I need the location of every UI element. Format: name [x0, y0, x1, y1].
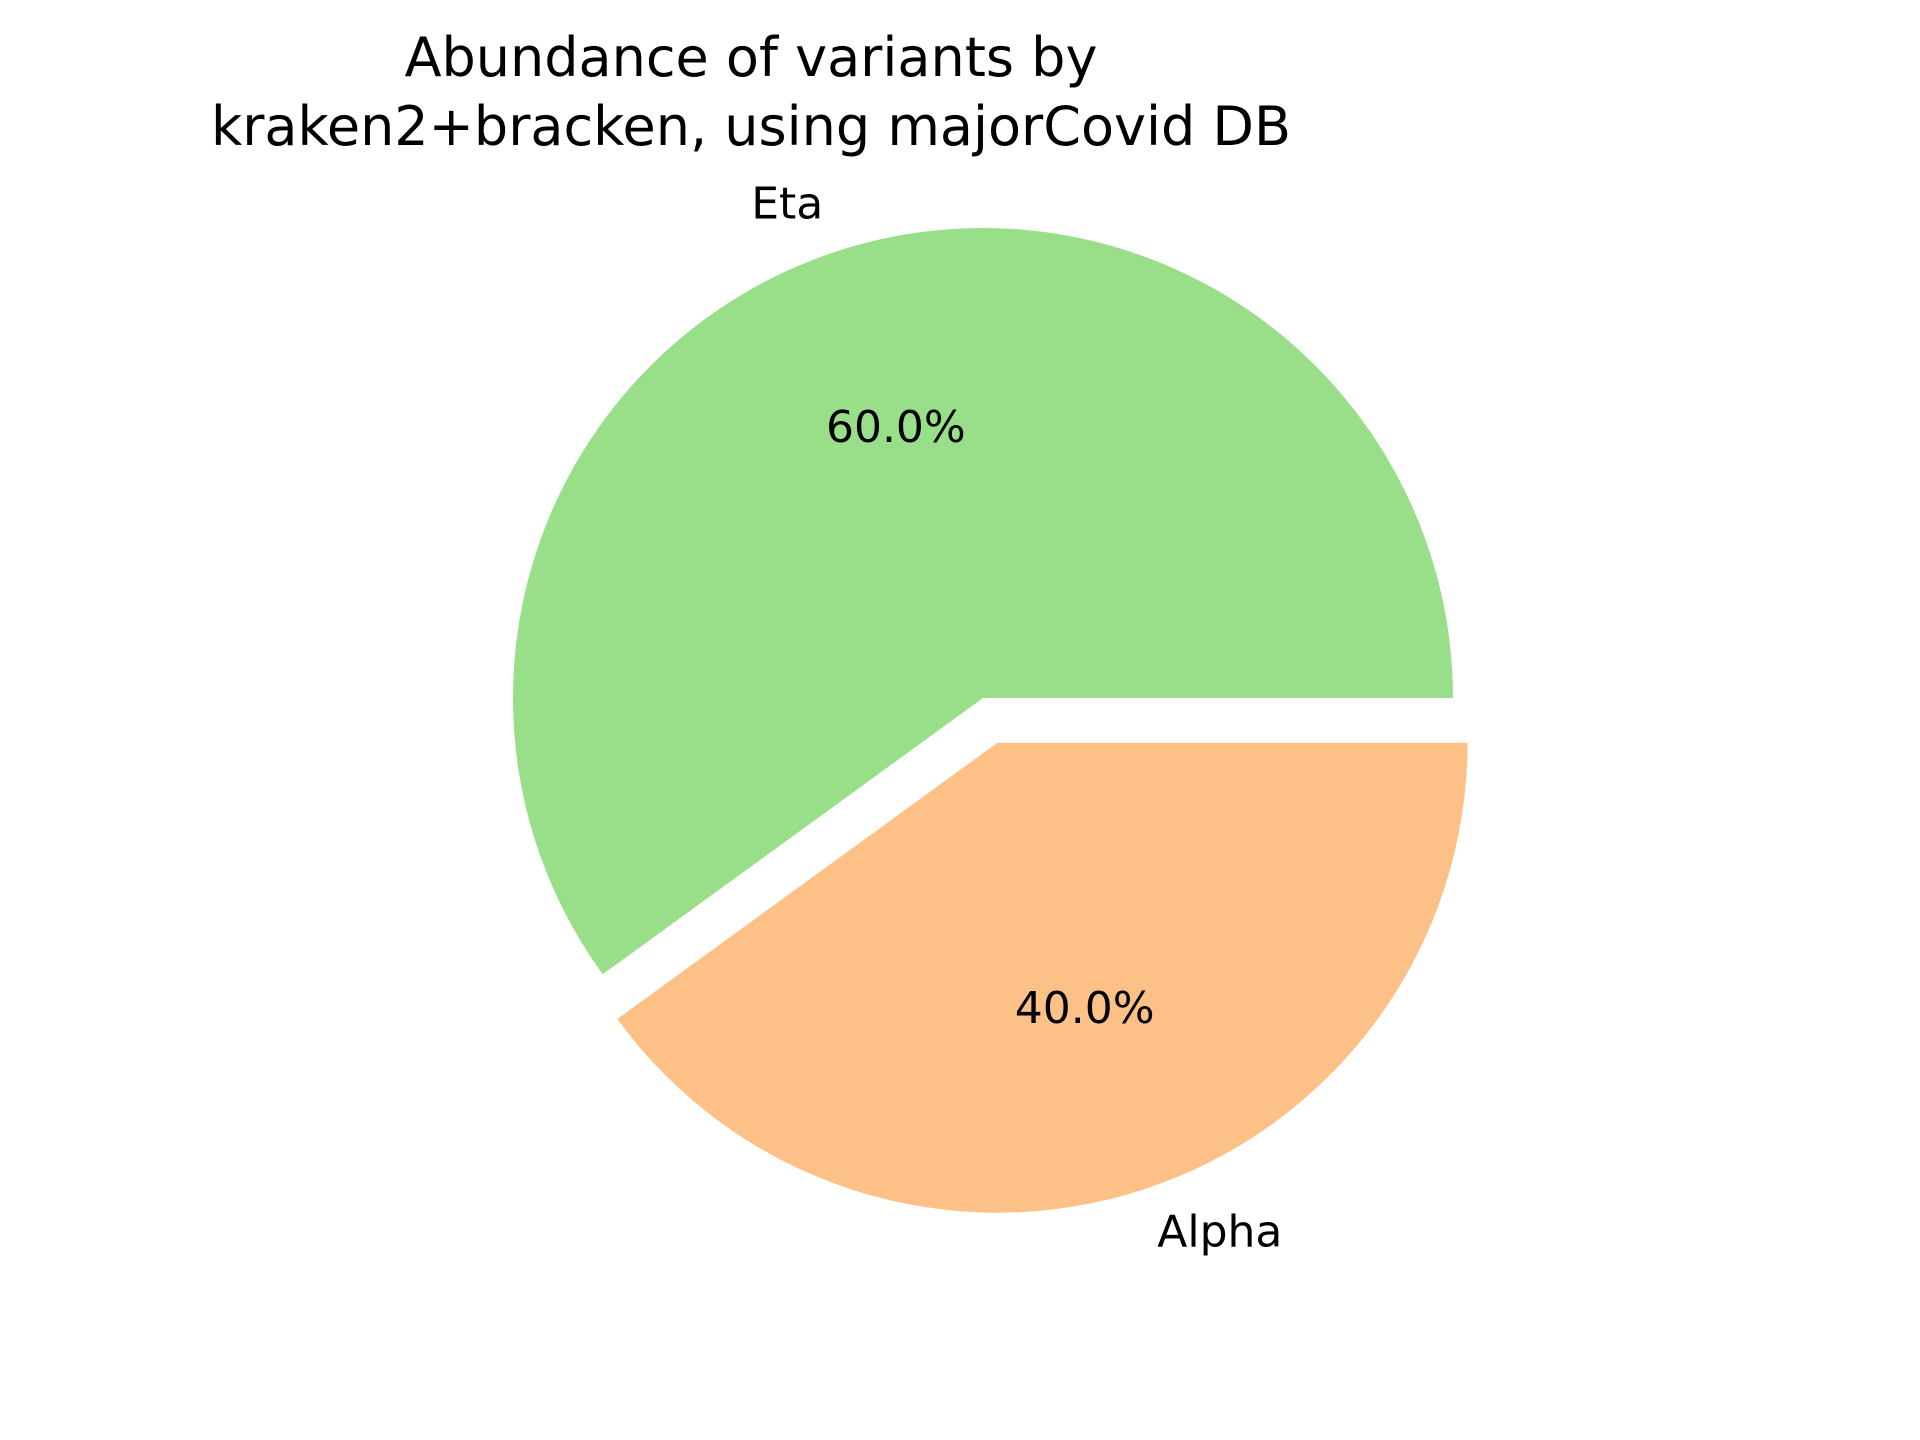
chart-title-line-1: Abundance of variants by [405, 26, 1098, 89]
pie-label-alpha: Alpha [1157, 1206, 1282, 1257]
pie-pct-label-alpha: 40.0% [1015, 983, 1155, 1034]
pie-slice-alpha [617, 742, 1468, 1213]
chart-title-line-2: kraken2+bracken, using majorCovid DB [211, 95, 1291, 158]
pie-pct-label-eta: 60.0% [826, 402, 966, 453]
pie-labels: Eta 60.0% Alpha 40.0% [751, 178, 1282, 1257]
pie-label-eta: Eta [751, 178, 823, 229]
pie-slices [513, 228, 1468, 1213]
chart-title: Abundance of variants by kraken2+bracken… [211, 26, 1291, 158]
pie-slice-eta [513, 228, 1453, 975]
